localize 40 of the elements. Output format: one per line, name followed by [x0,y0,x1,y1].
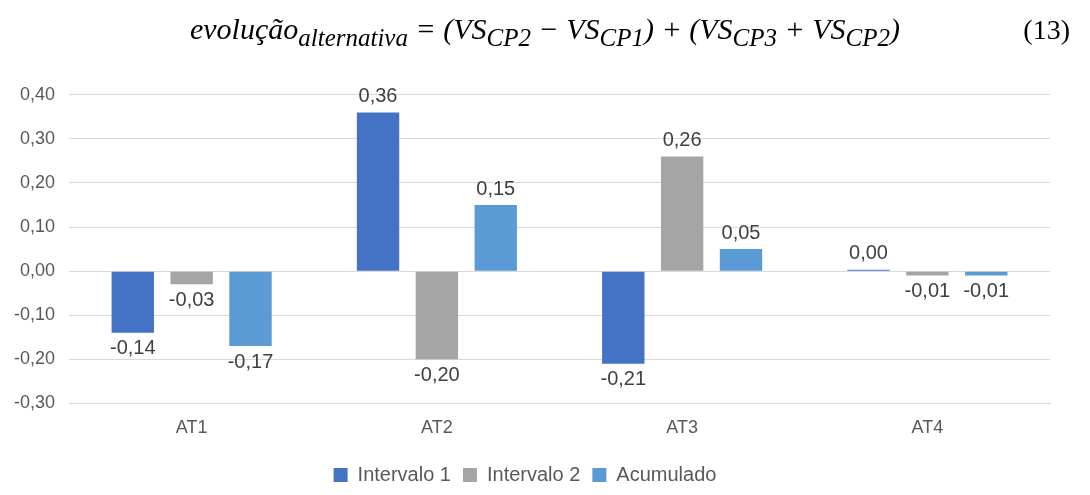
data-label: -0,17 [227,349,274,372]
y-tick-label: -0,30 [14,392,56,413]
bar [356,112,400,271]
y-tick-label: 0,20 [19,171,56,192]
y-tick-label: 0,00 [19,260,56,281]
x-tick-label: AT2 [421,417,453,438]
y-tick-label: -0,10 [14,304,56,325]
bar [602,271,645,364]
data-label: 0,05 [721,220,761,243]
data-label: -0,01 [963,279,1010,302]
x-tick-label: AT1 [175,417,208,438]
data-label: -0,14 [109,336,156,359]
x-tick-label: AT3 [666,417,698,438]
bar [719,249,763,271]
data-label: -0,01 [904,279,951,302]
y-tick-label: 0,10 [19,216,56,237]
bar [660,156,704,271]
y-tick-label: 0,40 [19,83,56,104]
chart-title: evolução$_{alternativa}$ = (VS$_{CP2}$ − VS$_{CP1}$) + (VS$_{CP3}$ + VS$_{CP2}$) [189,12,901,51]
bar [474,205,517,271]
data-label: 0,15 [476,176,516,199]
legend-label: Intervalo 2 [486,462,581,485]
data-label: 0,36 [358,83,398,106]
bar [906,271,949,276]
data-label: -0,20 [414,362,460,385]
y-tick-label: 0,30 [19,127,56,148]
bar [229,271,272,347]
data-label: 0,00 [849,241,888,264]
bar [965,271,1008,276]
text: (13) [1023,14,1070,46]
bar [111,271,154,333]
legend-label: Intervalo 1 [357,462,451,485]
bar [170,271,213,285]
data-label: 0,26 [662,128,702,151]
data-label: -0,21 [600,367,647,390]
bar [415,271,459,360]
y-tick-label: -0,20 [14,348,56,369]
x-tick-label: AT4 [911,417,944,438]
legend-label: Acumulado [616,462,717,485]
data-label: -0,03 [168,287,215,310]
